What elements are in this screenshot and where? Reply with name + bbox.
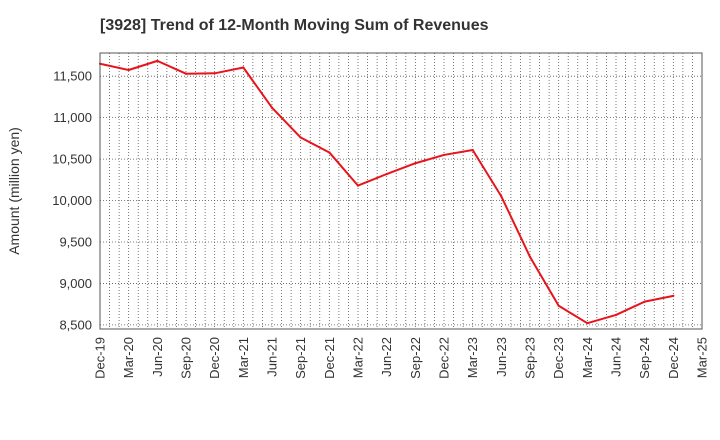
x-tick-label: Sep-23 (523, 337, 538, 379)
x-tick-label: Dec-23 (551, 337, 566, 379)
x-tick-label: Mar-21 (236, 337, 251, 378)
data-point (528, 255, 532, 258)
x-tick-label: Sep-22 (408, 337, 423, 379)
x-tick-label: Sep-24 (637, 337, 652, 379)
data-point (385, 172, 388, 176)
x-tick-label: Mar-23 (465, 337, 480, 378)
data-point (672, 294, 675, 297)
x-tick-label: Sep-20 (179, 337, 194, 379)
x-tick-label: Dec-22 (437, 337, 452, 379)
data-point (156, 59, 159, 62)
data-point (557, 304, 560, 307)
data-point (442, 153, 446, 157)
x-tick-label: Mar-25 (695, 337, 710, 378)
x-tick-label: Jun-20 (150, 337, 165, 377)
x-tick-label: Dec-24 (666, 337, 681, 379)
series-layer (98, 59, 675, 325)
x-tick-label: Mar-22 (351, 337, 366, 378)
data-point (586, 322, 589, 325)
x-tick-label: Jun-22 (379, 337, 394, 377)
x-tick-label: Jun-24 (609, 337, 624, 377)
x-tick-label: Jun-23 (494, 337, 509, 377)
chart-title: [3928] Trend of 12-Month Moving Sum of R… (100, 17, 489, 34)
series-line (99, 59, 674, 325)
y-tick-label: 11,000 (53, 110, 92, 125)
y-tick-label: 11,500 (53, 69, 92, 84)
data-point (270, 106, 274, 109)
y-tick-label: 10,000 (52, 193, 92, 208)
data-point (414, 162, 417, 165)
y-axis-label: Amount (million yen) (6, 127, 22, 255)
x-tick-label: Mar-20 (121, 337, 136, 378)
y-tick-labels: 8,500 9,000 9,500 10,000 10,500 11,000 11,500 (52, 69, 92, 333)
data-point (471, 148, 474, 152)
x-tick-labels: Dec-19 Mar-20 Jun-20 Sep-20 Dec-20 Mar-21 Jun-… (93, 337, 710, 379)
y-tick-label: 10,500 (52, 152, 92, 167)
x-tick-label: Jun-21 (265, 337, 280, 377)
x-tick-label: Dec-21 (322, 337, 337, 379)
data-point (127, 68, 130, 72)
data-point (500, 195, 503, 198)
x-tick-label: Dec-19 (93, 337, 108, 379)
x-tick-label: Dec-20 (207, 337, 222, 379)
y-tick-label: 9,000 (59, 276, 92, 291)
grid (100, 53, 702, 329)
data-point (299, 136, 302, 139)
data-point (356, 184, 360, 187)
data-point (614, 313, 618, 317)
x-tick-label: Sep-21 (293, 337, 308, 379)
data-point (328, 151, 331, 154)
plot-frame (99, 52, 703, 330)
y-tick-label: 9,500 (59, 234, 92, 249)
x-tick-label: Mar-24 (580, 337, 595, 378)
data-point (184, 72, 188, 75)
data-point (242, 66, 245, 69)
data-point (643, 300, 646, 303)
y-tick-label: 8,500 (59, 317, 92, 332)
data-point (213, 72, 216, 75)
